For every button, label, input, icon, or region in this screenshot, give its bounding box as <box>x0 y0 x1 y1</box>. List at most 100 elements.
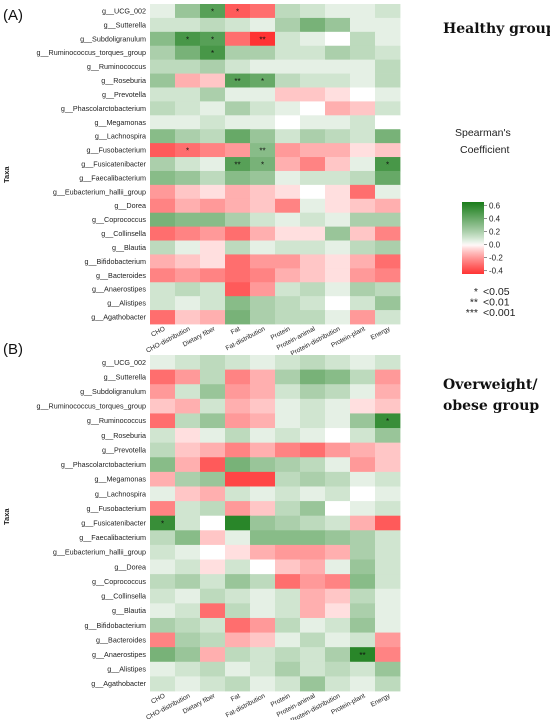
heatmap-cell <box>375 212 401 228</box>
row-label: g__Subdoligranulum <box>80 34 146 43</box>
heatmap-cell <box>350 676 376 692</box>
heatmap-cell <box>250 310 276 325</box>
row-label: g__UCG_002 <box>102 358 146 367</box>
heatmap-cell <box>300 617 326 633</box>
heatmap-cell <box>200 310 226 325</box>
heatmap-cell <box>225 115 251 130</box>
row-label: g__Coprococcus <box>92 215 146 224</box>
heatmap-cell <box>275 87 301 102</box>
heatmap-cell <box>350 101 376 116</box>
heatmap-cell <box>150 101 176 116</box>
heatmap-cell <box>350 45 376 61</box>
heatmap-cell <box>150 143 176 158</box>
panel-b-ylabel: Taxa <box>2 508 11 525</box>
heatmap-cell <box>275 170 301 186</box>
heatmap-cell <box>225 226 251 241</box>
heatmap-cell <box>375 574 401 590</box>
heatmap-cell <box>225 486 251 502</box>
heatmap-cell <box>325 296 351 311</box>
column-label: CHO <box>150 326 166 339</box>
heatmap-cell <box>200 544 226 560</box>
heatmap-cell <box>300 170 326 186</box>
heatmap-cell <box>325 282 351 297</box>
heatmap-cell <box>325 369 351 385</box>
heatmap-cell <box>150 442 176 458</box>
heatmap-cell <box>250 369 276 385</box>
heatmap-cell <box>225 632 251 648</box>
heatmap-cell <box>275 296 301 311</box>
heatmap-cell <box>275 501 301 517</box>
heatmap-cell <box>300 4 326 19</box>
significance-mark: ** <box>234 161 240 170</box>
heatmap-cell <box>300 632 326 648</box>
row-label: g__Prevotella <box>102 445 146 454</box>
heatmap-cell <box>300 101 326 116</box>
heatmap-cell <box>350 617 376 633</box>
heatmap-cell <box>225 413 251 429</box>
heatmap-cell <box>325 559 351 575</box>
heatmap-cell <box>275 632 301 648</box>
heatmap-cell <box>375 355 401 371</box>
row-label: g__Lachnospira <box>95 132 146 141</box>
heatmap-cell <box>350 574 376 590</box>
heatmap-cell <box>250 413 276 429</box>
heatmap-cell <box>250 617 276 633</box>
heatmap-cell <box>225 310 251 325</box>
heatmap-cell <box>175 676 201 692</box>
significance-key-mark: ** <box>470 297 478 309</box>
heatmap-cell <box>175 129 201 144</box>
heatmap-cell <box>225 501 251 517</box>
column-label: Fat <box>230 326 242 337</box>
heatmap-cell <box>225 384 251 400</box>
heatmap-cell <box>150 661 176 677</box>
heatmap-cell <box>175 45 201 61</box>
heatmap-cell <box>275 442 301 458</box>
heatmap-cell <box>250 603 276 619</box>
heatmap-cell <box>225 143 251 158</box>
heatmap-cell <box>350 544 376 560</box>
heatmap-cell <box>325 184 351 200</box>
heatmap-cell <box>250 240 276 255</box>
heatmap-cell <box>225 588 251 604</box>
heatmap-cell <box>300 129 326 144</box>
heatmap-cell <box>275 17 301 33</box>
heatmap-cell <box>150 254 176 269</box>
panel-a-title: Healthy group <box>443 21 550 37</box>
heatmap-cell <box>200 486 226 502</box>
heatmap-cell <box>325 530 351 546</box>
heatmap-cell <box>300 282 326 297</box>
heatmap-cell <box>325 471 351 487</box>
heatmap-cell <box>250 282 276 297</box>
heatmap-cell <box>275 661 301 677</box>
heatmap-cell <box>150 59 176 74</box>
heatmap-cell <box>250 170 276 186</box>
legend-title-line-1: Spearman's <box>455 127 511 139</box>
heatmap-cell <box>150 647 176 663</box>
heatmap-cell <box>325 647 351 663</box>
heatmap-cell <box>225 442 251 458</box>
heatmap-cell <box>150 45 176 61</box>
heatmap-cell <box>175 240 201 255</box>
heatmap-cell <box>300 254 326 269</box>
heatmap-cell <box>375 661 401 677</box>
heatmap-cell <box>150 384 176 400</box>
heatmap-cell <box>250 501 276 517</box>
row-label: g__UCG_002 <box>102 6 146 15</box>
heatmap-cell <box>325 515 351 531</box>
heatmap-cell <box>200 198 226 214</box>
heatmap-cell <box>225 59 251 74</box>
heatmap-cell <box>350 157 376 172</box>
row-label: g__Phascolarctobacterium <box>61 460 146 469</box>
heatmap-cell <box>175 515 201 531</box>
heatmap-cell <box>300 661 326 677</box>
heatmap-cell <box>300 398 326 414</box>
heatmap-cell <box>150 530 176 546</box>
heatmap-cell <box>150 617 176 633</box>
heatmap-cell <box>200 428 226 444</box>
heatmap-cell <box>300 59 326 74</box>
heatmap-cell <box>275 59 301 74</box>
heatmap-cell <box>275 544 301 560</box>
heatmap-cell <box>200 369 226 385</box>
significance-mark: * <box>211 35 214 44</box>
heatmap-cell <box>275 355 301 371</box>
